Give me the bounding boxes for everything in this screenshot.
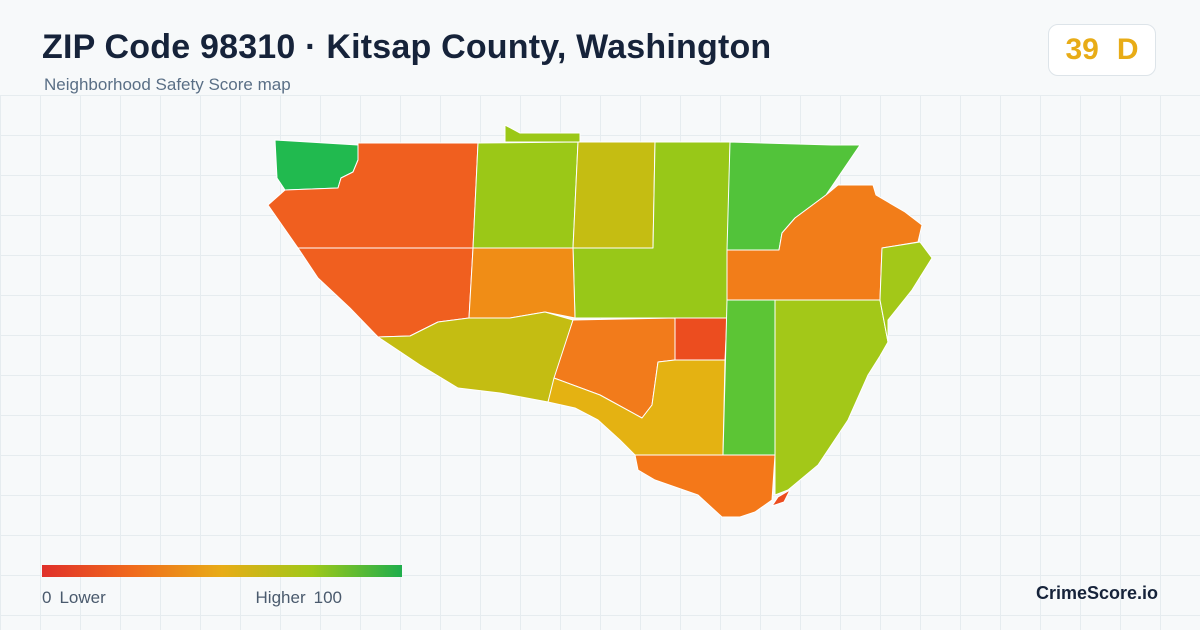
region-south-orange[interactable] [634,454,776,518]
region-center-red[interactable] [674,317,728,361]
page-subtitle: Neighborhood Safety Score map [44,75,291,94]
region-center-orange[interactable] [468,247,576,319]
legend-min-value: 0 [42,588,52,607]
legend-gradient-bar [42,565,402,577]
region-north-sliver[interactable] [504,124,581,143]
score-value: 39 [1065,33,1099,66]
region-center-left-olive[interactable] [377,311,574,403]
region-southeast-lime[interactable] [774,299,889,496]
region-north-central[interactable] [572,141,656,249]
region-east-green-strip[interactable] [722,299,776,456]
brand-logo-text: CrimeScore.io [1035,583,1158,603]
score-badge: 39 D [1048,24,1156,76]
region-south-tip-red[interactable] [771,489,791,507]
legend-max-value: 100 [313,588,342,607]
legend-high: Higher 100 [256,588,342,608]
page-title: ZIP Code 98310 · Kitsap County, Washingt… [42,28,772,66]
region-east-lime-upper[interactable] [879,241,933,343]
score-grade: D [1116,33,1139,66]
legend-max-label: Higher [255,588,306,607]
legend-low: 0 Lower [42,588,106,608]
legend-labels: 0 Lower Higher 100 [42,588,402,608]
region-north-central-left[interactable] [472,141,579,249]
legend-min-label: Lower [59,588,106,607]
